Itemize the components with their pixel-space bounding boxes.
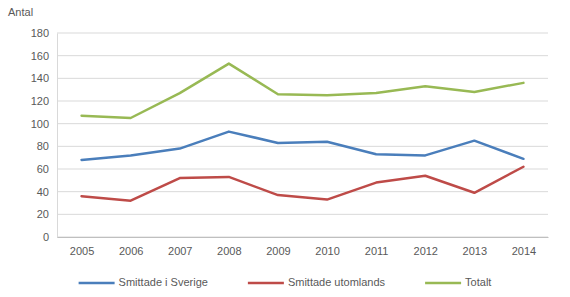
grid-line	[57, 123, 548, 124]
plot-area	[82, 64, 524, 201]
y-tick-label: 80	[37, 140, 49, 152]
x-tick: 2007	[168, 237, 192, 257]
x-tick-label: 2009	[266, 245, 290, 257]
legend-label: Smittade utomlands	[288, 276, 386, 288]
y-axis-title: Antal	[8, 6, 33, 18]
grid-line	[57, 33, 548, 34]
y-tick-label: 140	[31, 72, 49, 84]
y-tick-label: 40	[37, 186, 49, 198]
y-tick: 140	[31, 72, 57, 84]
y-tick: 80	[37, 140, 57, 152]
x-tick: 2008	[217, 237, 241, 257]
x-axis: 2005 2006 2007 2008 2009 2010 2011 2012 2013 2014	[58, 237, 549, 257]
y-axis: 0 20 40 60 80 100 120 140 160 180	[31, 27, 58, 243]
x-tick-label: 2006	[119, 245, 143, 257]
chart: 0 20 40 60 80 100 120 140 160 180 2005 2006 2007 2008…	[0, 0, 570, 297]
legend-swatch	[248, 282, 284, 285]
grid-line	[57, 78, 548, 79]
legend-item: Totalt	[425, 276, 491, 288]
grid-line	[57, 237, 548, 238]
x-tick: 2006	[119, 237, 143, 257]
y-tick: 120	[31, 95, 57, 107]
series-line	[82, 64, 524, 118]
x-tick-label: 2010	[315, 245, 339, 257]
x-tick-label: 2008	[217, 245, 241, 257]
x-tick-label: 2013	[463, 245, 487, 257]
y-tick: 60	[37, 163, 57, 175]
y-axis-line	[57, 34, 58, 238]
grid	[57, 33, 548, 237]
x-tick: 2010	[315, 237, 339, 257]
series-line	[82, 132, 524, 160]
legend: Smittade i Sverige Smittade utomlands Tota…	[79, 276, 492, 288]
grid-line	[57, 146, 548, 147]
grid-line	[57, 214, 548, 215]
y-tick-label: 0	[43, 231, 49, 243]
x-tick: 2014	[512, 237, 536, 257]
x-tick-label: 2011	[365, 245, 389, 257]
y-tick-label: 20	[37, 208, 49, 220]
y-tick-label: 60	[37, 163, 49, 175]
y-tick: 180	[31, 27, 57, 39]
grid-line	[57, 101, 548, 102]
series-line	[82, 167, 524, 201]
y-tick: 20	[37, 208, 57, 220]
x-tick: 2011	[365, 237, 389, 257]
x-tick: 2009	[266, 237, 290, 257]
x-tick-label: 2012	[414, 245, 438, 257]
legend-label: Totalt	[465, 276, 491, 288]
y-tick-label: 120	[31, 95, 49, 107]
x-tick: 2013	[463, 237, 487, 257]
legend-item: Smittade i Sverige	[79, 276, 208, 288]
x-tick: 2005	[70, 237, 94, 257]
legend-swatch	[79, 282, 115, 285]
y-tick: 160	[31, 50, 57, 62]
x-tick-label: 2005	[70, 245, 94, 257]
x-tick-label: 2014	[512, 245, 536, 257]
legend-swatch	[425, 282, 461, 285]
y-tick: 0	[43, 231, 57, 243]
y-tick-label: 100	[31, 118, 49, 130]
y-tick: 40	[37, 186, 57, 198]
grid-line	[57, 169, 548, 170]
y-tick: 100	[31, 118, 57, 130]
x-axis-line	[58, 237, 549, 238]
x-tick: 2012	[414, 237, 438, 257]
legend-item: Smittade utomlands	[248, 276, 386, 288]
grid-line	[57, 55, 548, 56]
x-tick-label: 2007	[168, 245, 192, 257]
y-tick-label: 160	[31, 50, 49, 62]
y-tick-label: 180	[31, 27, 49, 39]
legend-label: Smittade i Sverige	[119, 276, 208, 288]
